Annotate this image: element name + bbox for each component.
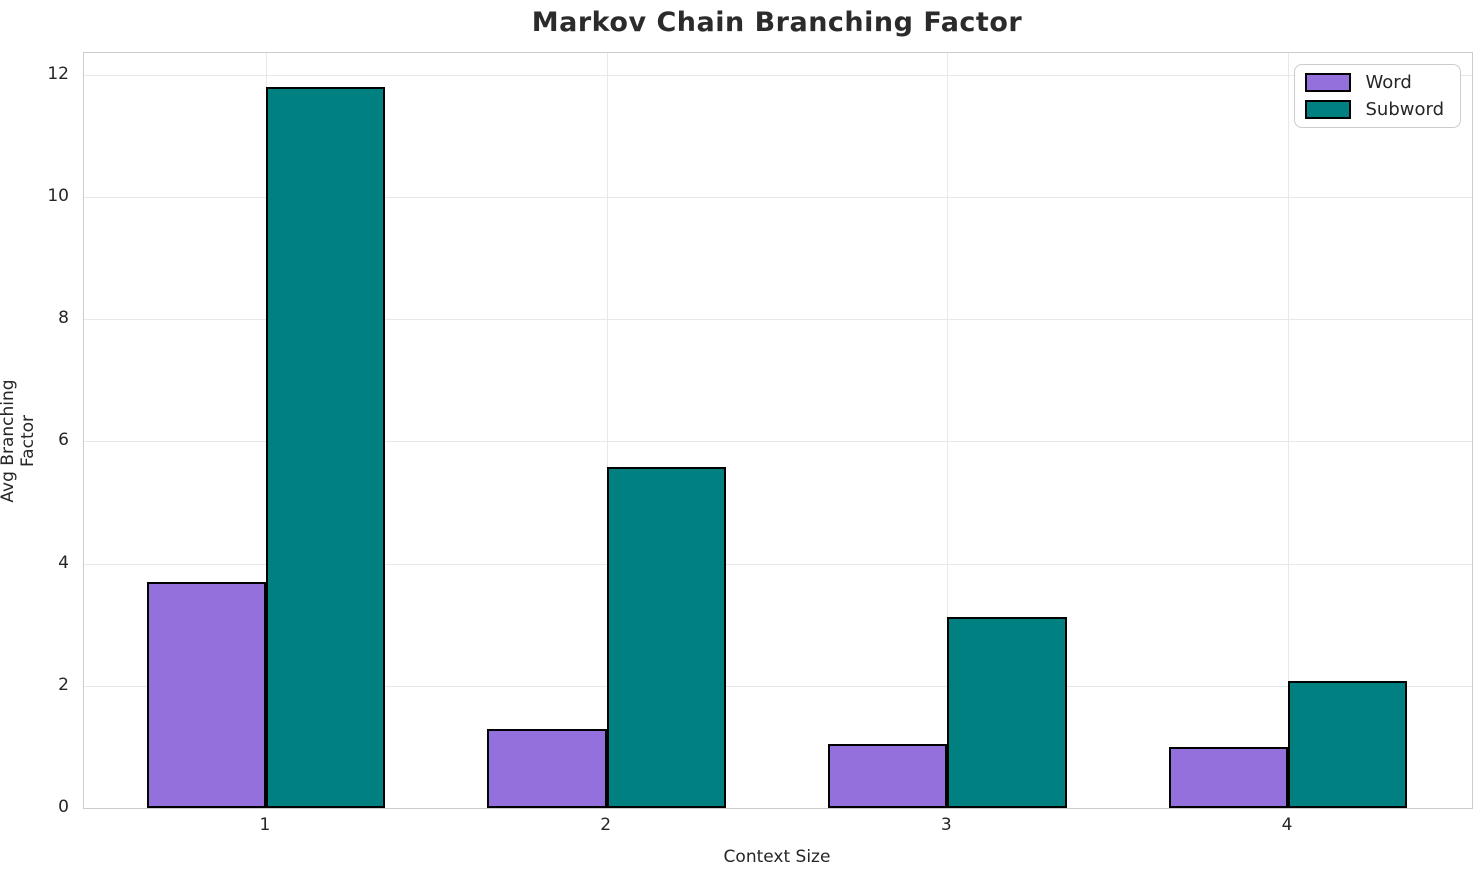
bar-word-3 (828, 743, 948, 808)
legend-label-subword: Subword (1365, 99, 1444, 120)
ytick-label-4: 4 (58, 552, 69, 573)
ytick-label-12: 12 (47, 63, 69, 84)
legend: Word Subword (1294, 64, 1461, 128)
xtick-label-2: 2 (600, 815, 612, 835)
xtick-label-4: 4 (1281, 815, 1293, 835)
legend-swatch-subword (1305, 100, 1352, 119)
plot-area: Word Subword (83, 52, 1473, 809)
y-axis-label: Avg Branching Factor (0, 379, 38, 503)
bar-word-1 (146, 582, 266, 808)
legend-item-subword: Subword (1305, 99, 1444, 120)
bar-subword-2 (606, 467, 726, 808)
ytick-label-8: 8 (58, 308, 69, 329)
gridline-y-4 (84, 563, 1472, 565)
legend-label-word: Word (1365, 72, 1412, 93)
ytick-label-0: 0 (58, 797, 69, 817)
gridline-x-4 (1288, 53, 1290, 808)
gridline-y-6 (84, 441, 1472, 443)
bar-subword-1 (265, 87, 386, 808)
bar-word-4 (1168, 746, 1288, 808)
chart-title: Markov Chain Branching Factor (531, 7, 1023, 38)
ytick-label-10: 10 (47, 186, 69, 207)
gridline-y-12 (84, 74, 1472, 76)
gridline-x-2 (606, 53, 608, 808)
bar-subword-3 (947, 617, 1067, 808)
gridline-y-10 (84, 197, 1472, 199)
gridline-y-8 (84, 319, 1472, 321)
legend-swatch-word (1305, 73, 1352, 92)
bar-subword-4 (1288, 680, 1408, 808)
ytick-label-6: 6 (58, 430, 69, 451)
legend-item-word: Word (1305, 72, 1444, 93)
ytick-label-2: 2 (58, 674, 69, 695)
bar-word-2 (487, 728, 607, 808)
gridline-x-3 (947, 53, 949, 808)
xtick-label-1: 1 (259, 815, 271, 835)
xtick-label-3: 3 (940, 815, 952, 835)
gridline-y-2 (84, 685, 1472, 687)
x-axis-label: Context Size (723, 847, 831, 867)
